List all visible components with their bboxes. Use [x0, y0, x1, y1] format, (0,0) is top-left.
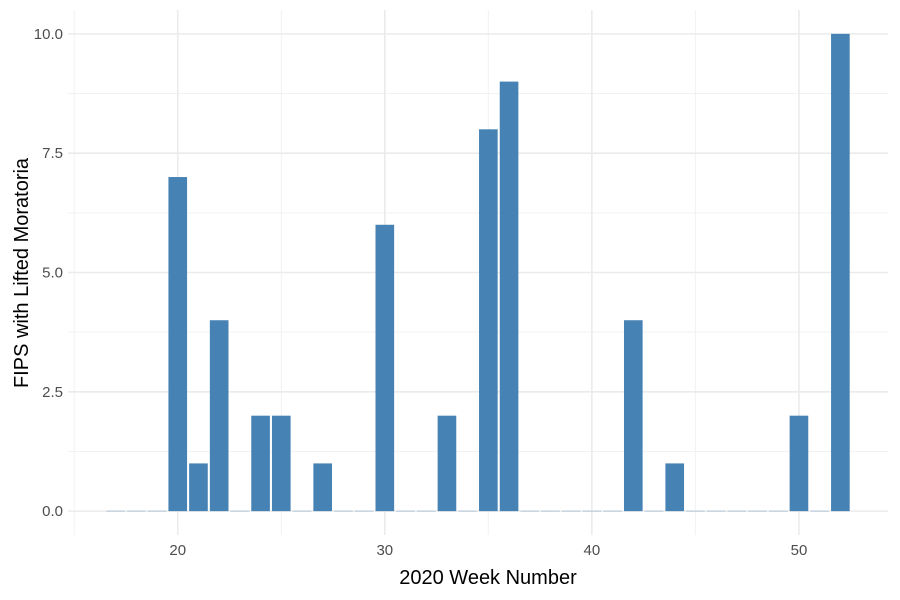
bar-week-24: [251, 415, 270, 512]
bar-week-36: [499, 81, 519, 512]
y-tick-label: 7.5: [42, 145, 63, 162]
y-tick-label: 0.0: [42, 503, 63, 520]
x-axis-title: 2020 Week Number: [399, 567, 577, 589]
x-tick-labels: 20 30 40 50: [169, 542, 807, 559]
bar-week-21: [189, 463, 208, 512]
bar-week-27: [313, 463, 333, 512]
y-axis-title: FIPS with Lifted Moratoria: [11, 157, 33, 388]
x-tick-label: 30: [376, 542, 393, 559]
bar-week-20: [168, 177, 188, 512]
bar-week-35: [479, 129, 498, 512]
x-tick-label: 40: [584, 542, 601, 559]
bar-week-30: [375, 224, 395, 512]
y-tick-label: 5.0: [42, 265, 63, 282]
bars: [106, 33, 850, 512]
bar-week-22: [209, 320, 229, 512]
y-tick-label: 10.0: [34, 26, 63, 43]
bar-week-42: [623, 320, 643, 512]
bar-week-50: [789, 415, 809, 512]
x-tick-label: 20: [169, 542, 186, 559]
bar-week-52: [831, 33, 850, 512]
x-tick-label: 50: [791, 542, 808, 559]
bar-week-33: [437, 415, 457, 512]
major-gridlines: [68, 10, 888, 535]
bar-week-25: [271, 415, 291, 512]
bar-week-44: [665, 463, 685, 512]
y-tick-labels: 0.0 2.5 5.0 7.5 10.0: [34, 26, 63, 520]
y-tick-label: 2.5: [42, 384, 63, 401]
